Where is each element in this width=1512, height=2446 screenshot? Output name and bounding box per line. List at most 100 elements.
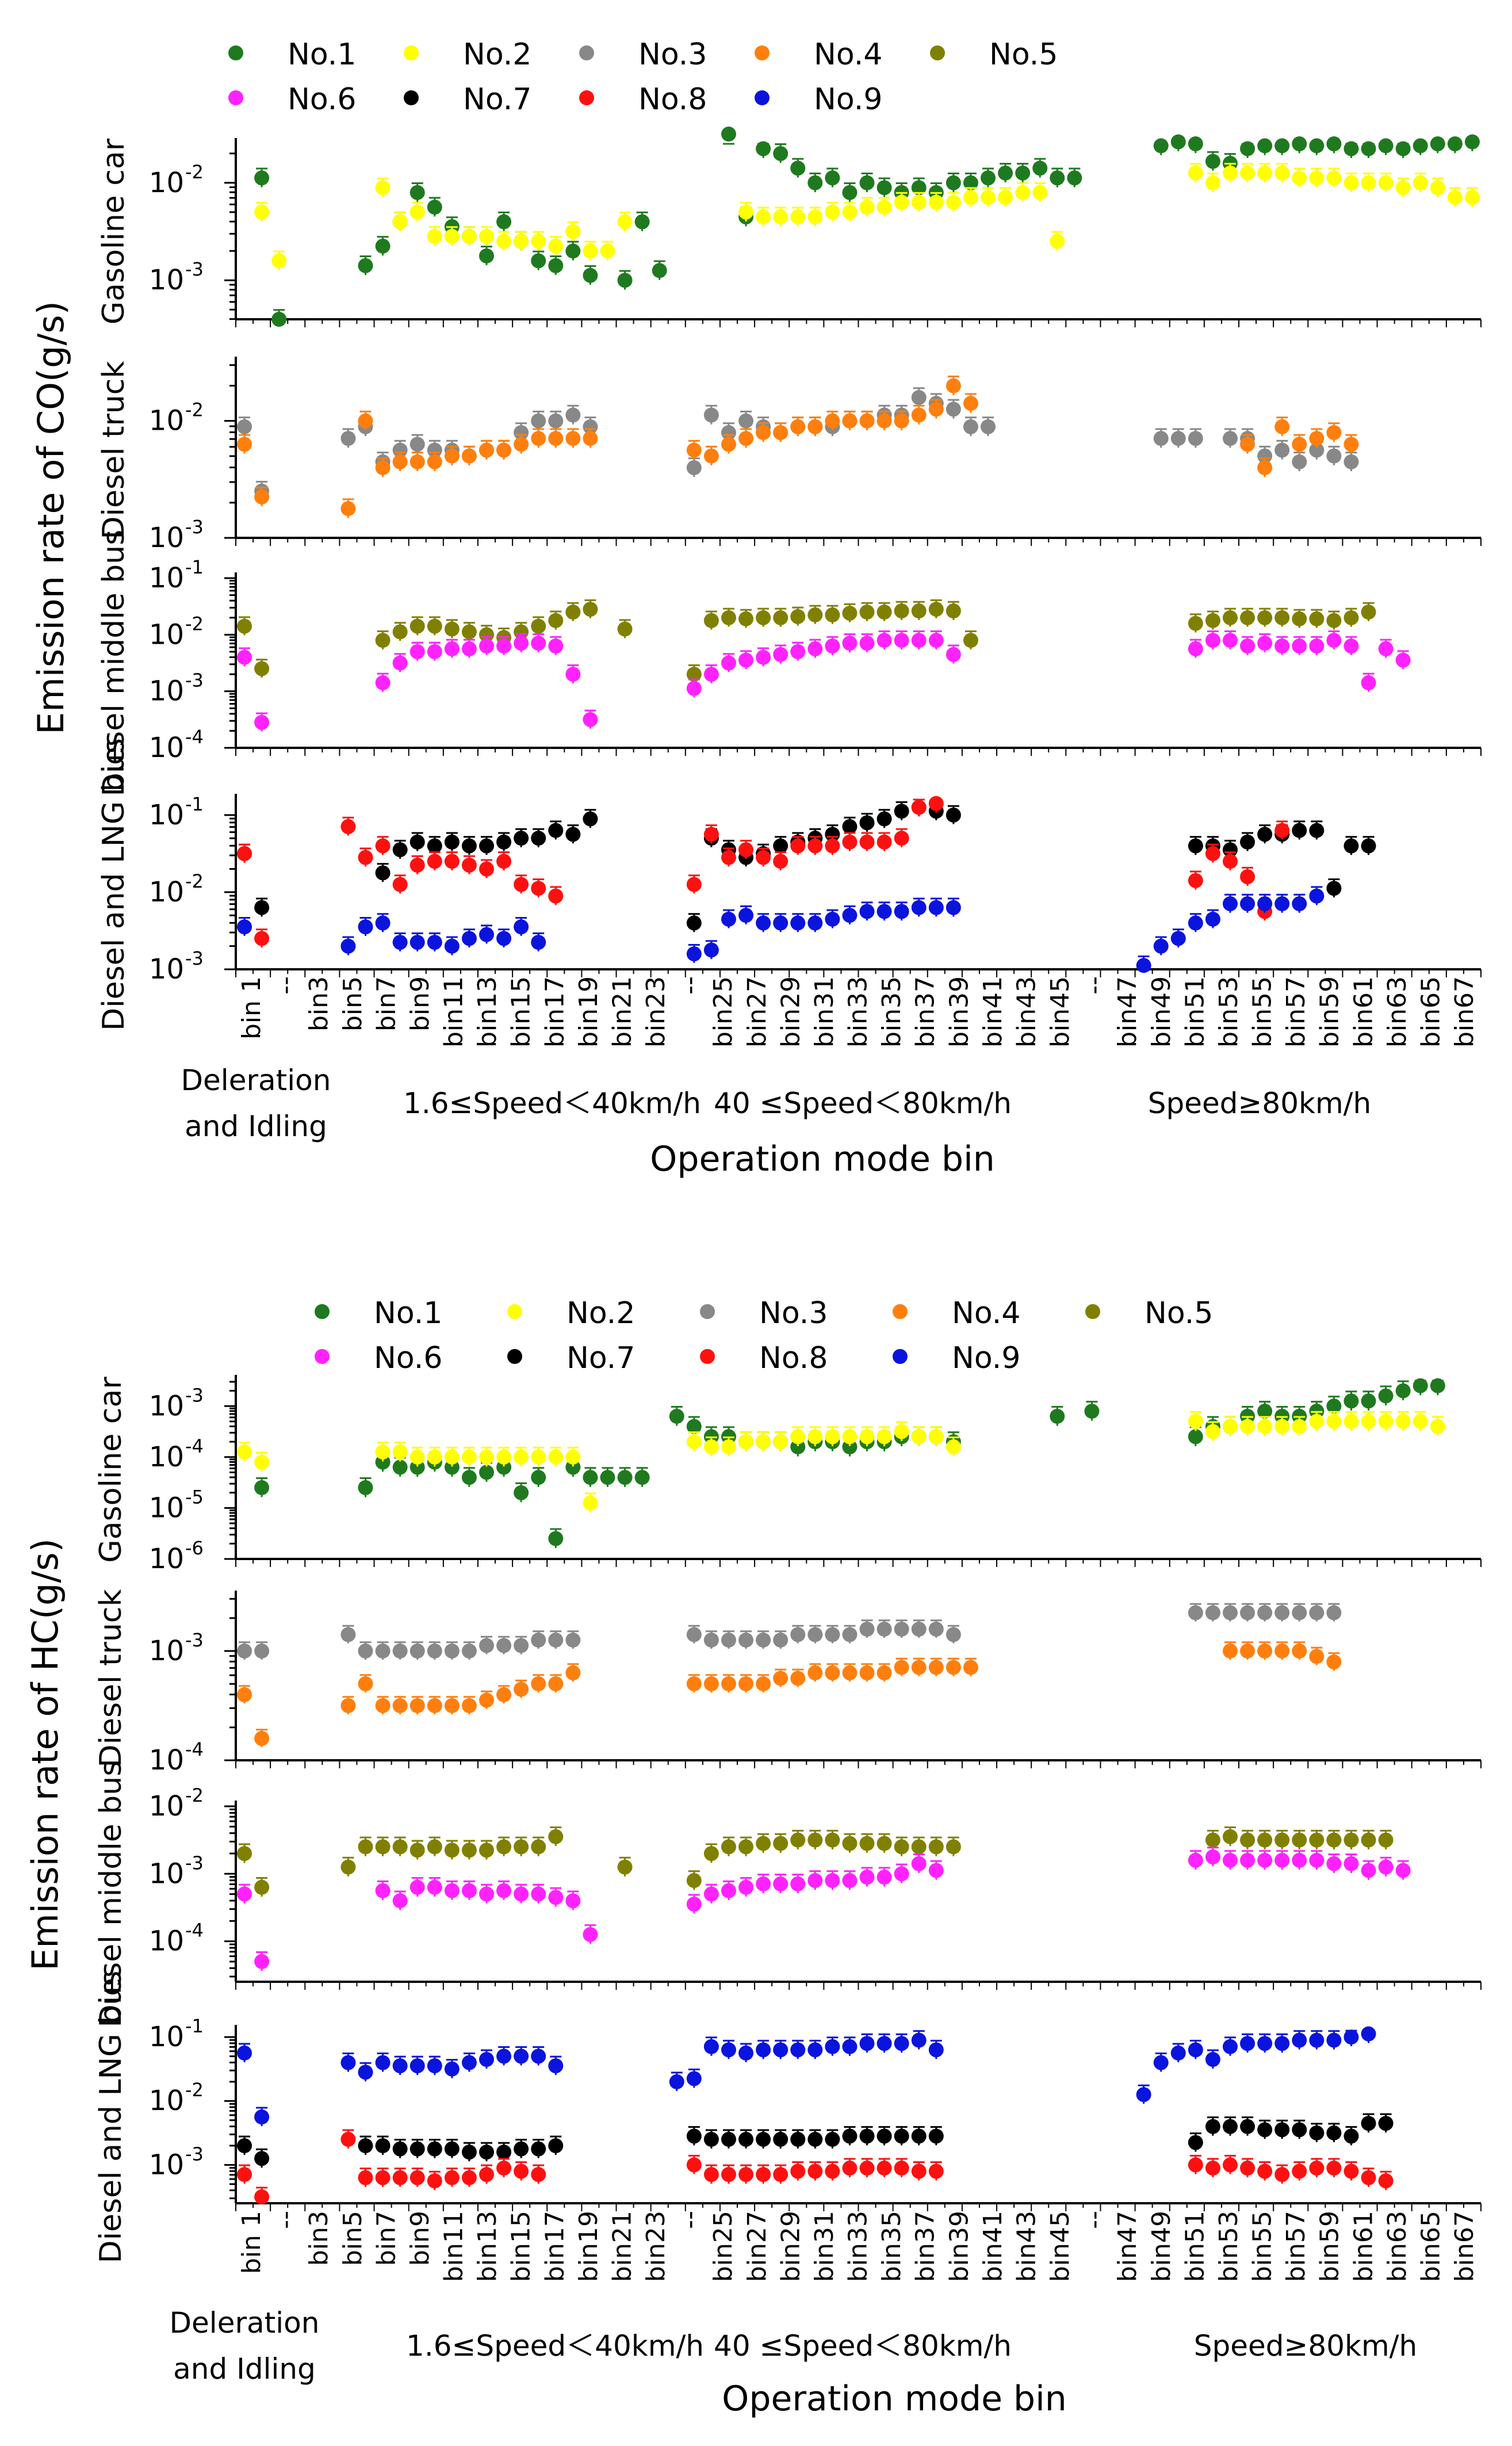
- x-tick-label: bin61: [1349, 976, 1378, 1048]
- data-point: [358, 1839, 373, 1855]
- legend-label: No.1: [288, 37, 356, 72]
- data-point: [461, 1644, 477, 1658]
- data-point: [911, 390, 927, 405]
- data-point: [427, 838, 442, 854]
- data-point: [1447, 136, 1463, 151]
- data-point: [1361, 1413, 1376, 1429]
- data-point: [1292, 639, 1307, 653]
- data-point: [496, 1883, 512, 1898]
- data-point: [842, 1627, 858, 1642]
- data-point: [911, 180, 927, 196]
- x-tick-label: bin23: [641, 976, 671, 1048]
- data-point: [392, 2058, 408, 2074]
- data-point: [583, 431, 598, 446]
- legend-item-no-9: No.9: [755, 82, 882, 117]
- data-point: [825, 1665, 840, 1680]
- data-point: [1188, 2157, 1203, 2173]
- legend-item-no-6: No.6: [315, 1341, 442, 1375]
- data-point: [340, 819, 356, 834]
- group-label: Speed≥80km/h: [1194, 2329, 1417, 2363]
- data-point: [669, 1409, 684, 1424]
- legend-label: No.8: [638, 82, 707, 117]
- data-point: [928, 900, 944, 915]
- data-point: [427, 1839, 442, 1855]
- data-point: [1205, 633, 1220, 648]
- data-point: [825, 827, 840, 842]
- legend-marker: [579, 90, 594, 105]
- data-point: [721, 127, 736, 142]
- data-point: [721, 437, 736, 452]
- data-point: [928, 1622, 944, 1637]
- data-point: [894, 1622, 909, 1637]
- data-point: [479, 627, 495, 643]
- data-point: [790, 1876, 806, 1891]
- x-tick-label: --: [271, 976, 300, 995]
- data-point: [254, 714, 270, 730]
- data-point: [703, 448, 719, 464]
- data-point: [1361, 1393, 1376, 1409]
- data-point: [1292, 1419, 1307, 1434]
- data-point: [928, 2042, 944, 2058]
- legend-label: No.6: [374, 1341, 442, 1375]
- data-point: [756, 2131, 771, 2147]
- y-tick-base: 10: [149, 167, 184, 199]
- legend-item-no-6: No.6: [228, 82, 356, 117]
- data-point: [565, 224, 581, 239]
- panel-label: Diesel truck: [94, 1589, 128, 1768]
- data-point: [807, 2042, 823, 2058]
- data-point: [859, 2160, 875, 2176]
- data-point: [409, 204, 425, 220]
- data-point: [773, 146, 788, 161]
- data-point: [1395, 652, 1411, 668]
- data-point: [1257, 1832, 1273, 1848]
- legend-marker: [755, 90, 770, 105]
- data-point: [859, 1622, 875, 1637]
- data-point: [1309, 823, 1325, 838]
- data-point: [1309, 431, 1325, 446]
- data-point: [479, 248, 495, 263]
- data-point: [721, 425, 736, 440]
- legend-label: No.3: [759, 1296, 828, 1331]
- data-point: [756, 1633, 771, 1648]
- data-point: [928, 402, 944, 417]
- data-point: [1050, 234, 1065, 249]
- x-tick-label: bin41: [978, 976, 1008, 1048]
- x-tick-label: bin19: [574, 976, 603, 1048]
- series-no-2: [237, 1411, 1445, 1513]
- data-point: [721, 1839, 736, 1855]
- data-point: [1257, 1404, 1273, 1419]
- data-point: [842, 413, 858, 429]
- data-point: [375, 865, 391, 881]
- y-tick-label: 10 -5: [149, 1486, 204, 1524]
- data-point: [1188, 616, 1203, 631]
- data-point: [1326, 1654, 1342, 1669]
- data-point: [1084, 1404, 1100, 1419]
- panel-label: Diesel middle bus: [97, 530, 131, 797]
- x-tick-label: bin17: [540, 2211, 569, 2282]
- y-tick-exponent: -3: [185, 947, 204, 969]
- data-point: [946, 1627, 961, 1642]
- data-point: [565, 1449, 581, 1465]
- legend-marker: [579, 45, 594, 60]
- data-point: [756, 1676, 771, 1691]
- data-point: [1378, 175, 1394, 190]
- y-tick-base: 10: [149, 675, 184, 708]
- data-point: [548, 1449, 564, 1465]
- data-point: [1257, 1605, 1273, 1621]
- data-point: [807, 1873, 823, 1889]
- data-point: [1222, 610, 1238, 625]
- data-point: [444, 1883, 460, 1898]
- data-point: [565, 243, 581, 259]
- x-tick-label: bin27: [742, 976, 772, 1048]
- legend-marker: [700, 1349, 715, 1364]
- data-point: [859, 2036, 875, 2051]
- y-tick-base: 10: [149, 1858, 184, 1890]
- data-point: [548, 258, 564, 273]
- data-point: [825, 1873, 840, 1889]
- data-point: [1292, 454, 1307, 469]
- data-point: [981, 419, 996, 434]
- y-tick-label: 10 -3: [149, 1384, 204, 1422]
- data-point: [531, 1839, 546, 1855]
- data-point: [1222, 896, 1238, 912]
